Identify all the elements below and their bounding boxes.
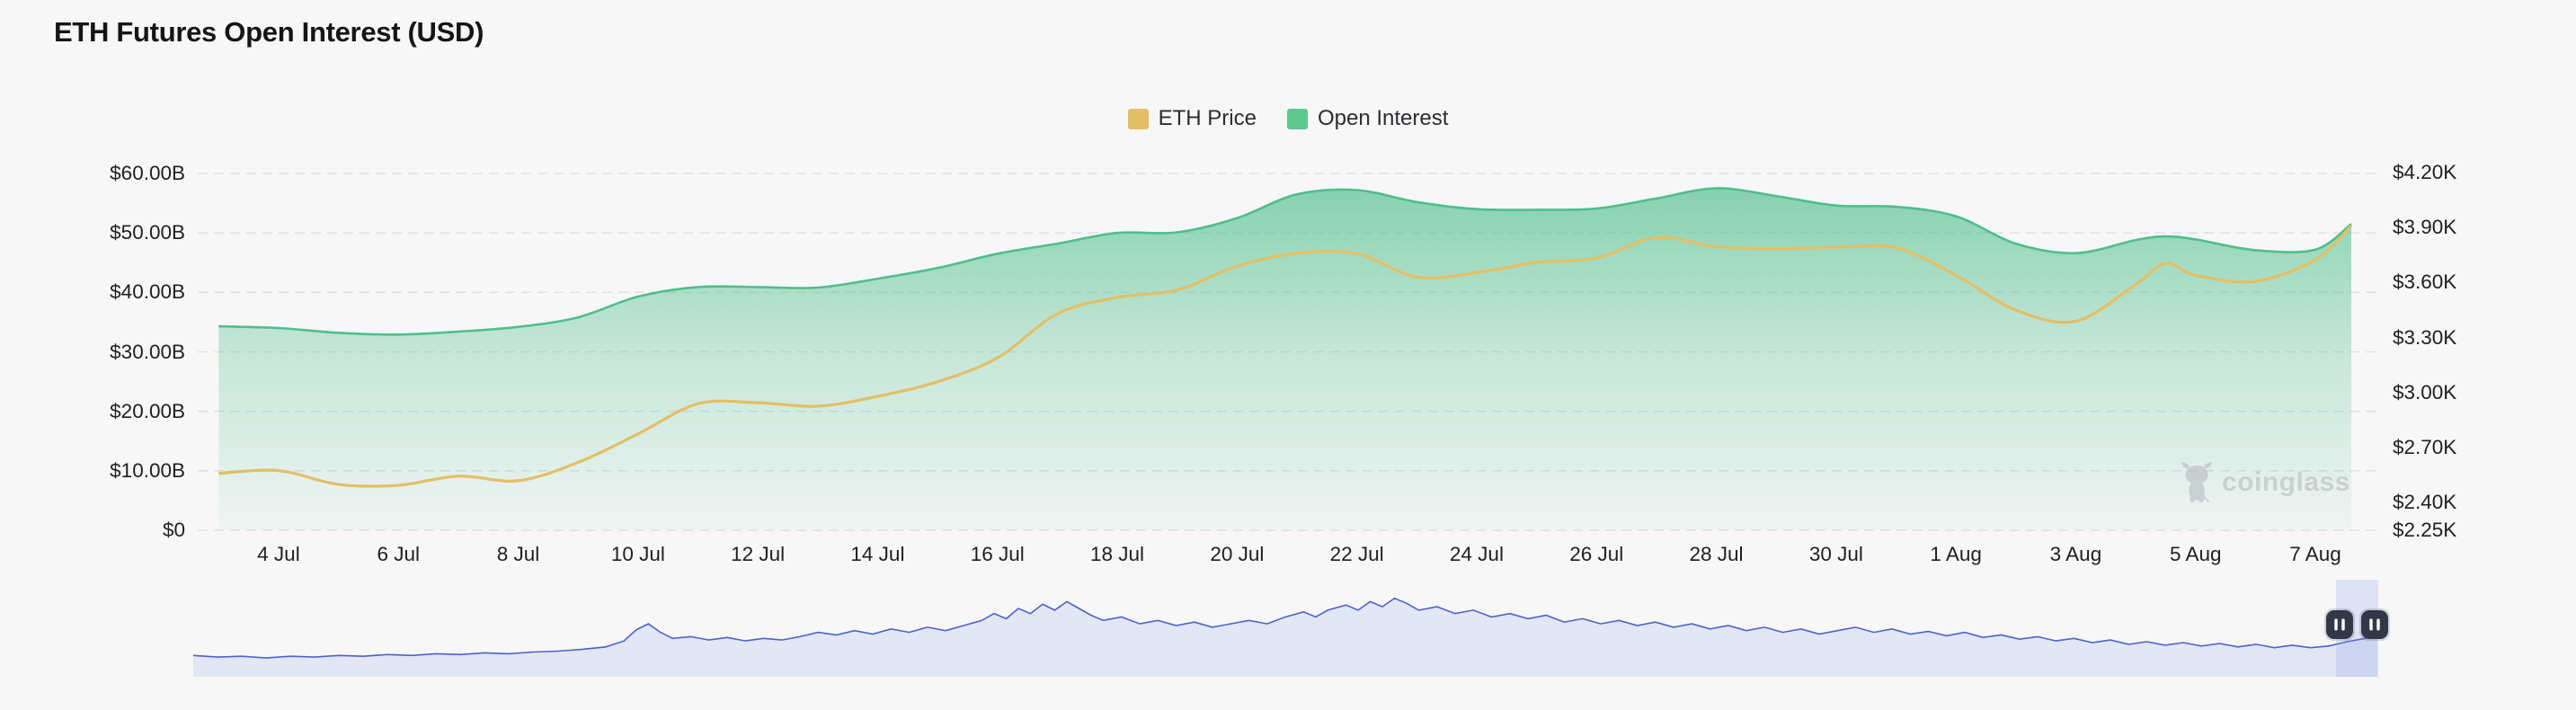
navigator-line xyxy=(192,597,2378,659)
open-interest-area xyxy=(218,188,2351,530)
y-axis-label-left: $50.00B xyxy=(110,221,185,244)
legend: ETH Price Open Interest xyxy=(0,106,2576,131)
navigator-handle-left[interactable] xyxy=(2324,608,2355,641)
legend-item-eth-price[interactable]: ETH Price xyxy=(1127,106,1257,131)
chart-title: ETH Futures Open Interest (USD) xyxy=(54,16,484,48)
eth-price-line xyxy=(218,224,2353,488)
x-axis-label: 8 Jul xyxy=(496,543,540,565)
x-axis-label: 22 Jul xyxy=(1329,543,1384,565)
pause-icon xyxy=(2334,618,2345,631)
coinglass-watermark: coinglass xyxy=(2179,462,2350,503)
x-axis-label: 3 Aug xyxy=(2049,543,2102,565)
y-axis-label-right: $3.30K xyxy=(2393,325,2457,349)
x-axis-label: 18 Jul xyxy=(1090,543,1145,565)
bull-mascot-icon xyxy=(2181,462,2212,502)
y-axis-label-left: $0 xyxy=(162,519,185,541)
y-axis-label-left: $40.00B xyxy=(110,280,185,304)
y-axis-label-right: $3.00K xyxy=(2393,380,2457,404)
x-axis-label: 16 Jul xyxy=(970,543,1025,565)
pause-icon xyxy=(2369,618,2380,631)
navigator-area xyxy=(193,598,2377,677)
x-axis-label: 1 Aug xyxy=(1930,543,1982,565)
y-axis-label-right: $3.60K xyxy=(2393,271,2457,294)
y-axis-label-right: $2.70K xyxy=(2393,436,2457,459)
x-axis-label: 10 Jul xyxy=(610,543,665,565)
x-axis-label: 30 Jul xyxy=(1808,543,1863,565)
x-axis-label: 5 Aug xyxy=(2169,543,2222,565)
open-interest-legend-marker-icon xyxy=(1286,108,1308,129)
eth-price-legend-marker-icon xyxy=(1127,108,1149,129)
x-axis-label: 7 Aug xyxy=(2289,543,2341,565)
y-axis-label-left: $10.00B xyxy=(110,458,185,482)
x-axis-label: 28 Jul xyxy=(1689,543,1744,565)
y-axis-label-right: $4.20K xyxy=(2393,161,2457,183)
x-axis-label: 14 Jul xyxy=(850,543,905,565)
x-axis-label: 12 Jul xyxy=(731,543,786,565)
x-axis-label: 6 Jul xyxy=(377,543,421,565)
x-axis-label: 20 Jul xyxy=(1210,543,1265,565)
y-axis-label-right: $2.25K xyxy=(2393,519,2457,541)
open-interest-line xyxy=(218,187,2352,336)
y-axis-label-right: $3.90K xyxy=(2393,216,2457,239)
navigator[interactable] xyxy=(192,597,2378,677)
x-axis-label: 4 Jul xyxy=(257,543,300,565)
series-layer xyxy=(218,187,2353,530)
y-axis-label-right: $2.40K xyxy=(2393,491,2457,514)
navigator-handle-right[interactable] xyxy=(2359,608,2390,641)
legend-label-eth-price: ETH Price xyxy=(1158,106,1257,130)
x-axis-label: 24 Jul xyxy=(1449,543,1504,565)
x-axis-label: 26 Jul xyxy=(1569,543,1624,565)
legend-label-open-interest: Open Interest xyxy=(1317,106,1449,130)
y-axis-label-left: $30.00B xyxy=(110,340,185,363)
y-axis-label-left: $60.00B xyxy=(110,162,185,184)
y-axis-label-left: $20.00B xyxy=(110,399,185,422)
watermark-text: coinglass xyxy=(2222,467,2350,497)
legend-item-open-interest[interactable]: Open Interest xyxy=(1286,106,1449,131)
